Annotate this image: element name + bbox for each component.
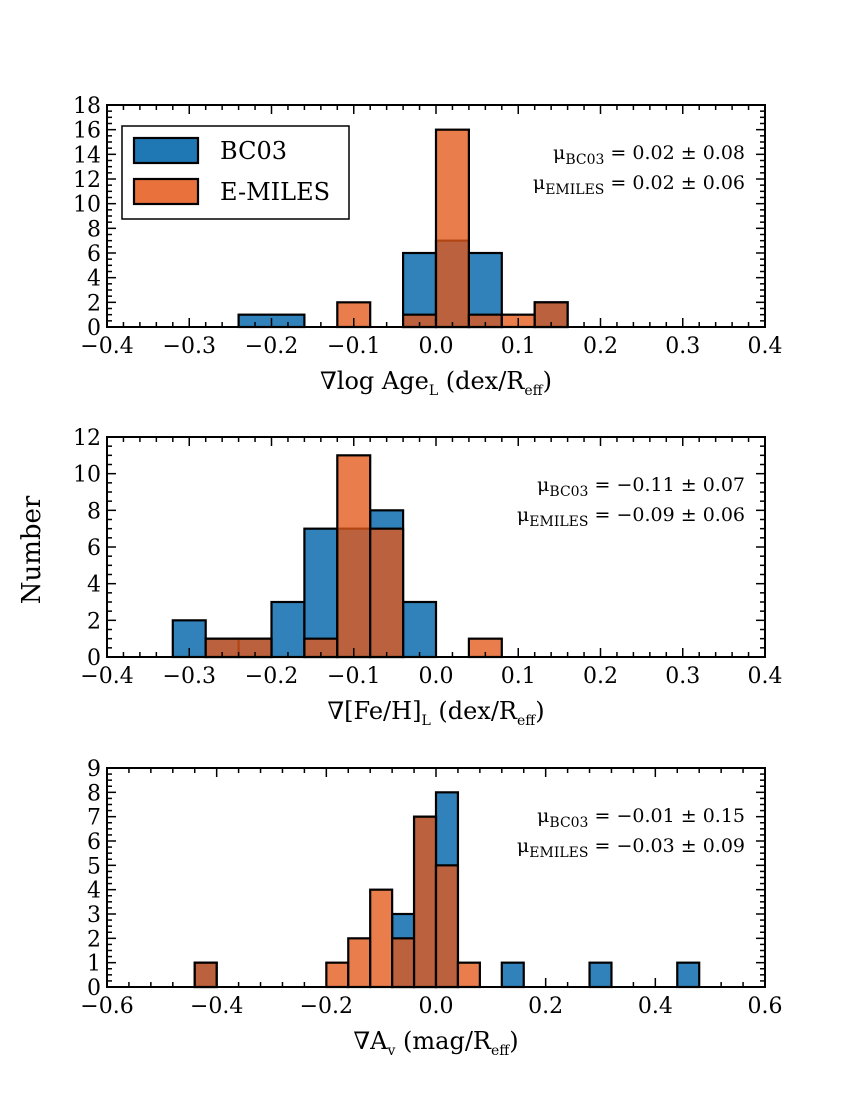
y-tick-label: 8 — [87, 217, 101, 242]
y-tick-label: 9 — [87, 757, 101, 782]
bar-emiles-1 — [325, 961, 350, 989]
y-tick-label: 14 — [73, 143, 101, 168]
bar-bc03-6 — [676, 961, 701, 989]
bar-emiles-5 — [412, 815, 438, 989]
bar-emiles-2 — [347, 937, 372, 989]
shared-y-axis-label: Number — [17, 495, 47, 604]
y-tick-label: 7 — [87, 806, 101, 831]
y-tick-label: 4 — [87, 267, 101, 292]
legend-swatch-bc03 — [132, 136, 200, 165]
x-tick-label: 0.4 — [638, 994, 673, 1019]
bar-emiles-7 — [456, 961, 481, 989]
x-tick-label: 0.1 — [501, 664, 536, 689]
x-tick-label: −0.4 — [80, 664, 133, 689]
x-tick-label: 0.0 — [419, 334, 454, 359]
y-tick-label: 16 — [73, 119, 101, 144]
panel-feh: −0.4 −0.3 −0.2 −0.1 0.0 0.1 0.2 0.3 0.4 0 2 4 6 8 10 12… — [73, 426, 783, 729]
x-axis-title: ∇Av (mag/Reff) — [353, 1027, 518, 1059]
x-tick-label: 0.2 — [583, 334, 618, 359]
stat-line-bc03: μBC03 = −0.01 ± 0.15 — [537, 805, 745, 831]
bar-emiles-4 — [391, 937, 416, 989]
x-tick-label: 0.6 — [748, 994, 783, 1019]
x-tick-label: −0.3 — [163, 334, 216, 359]
bar-emiles-2 — [434, 128, 471, 329]
bar-emiles-6 — [434, 864, 460, 989]
y-tick-label: 18 — [73, 94, 101, 119]
y-tick-label: 0 — [87, 646, 101, 671]
x-tick-label: −0.4 — [80, 334, 133, 359]
y-tick-label: 4 — [87, 879, 101, 904]
stat-line-emiles: μEMILES = −0.03 ± 0.09 — [517, 835, 745, 861]
x-tick-label: 0.0 — [419, 994, 454, 1019]
bar-bc03-4 — [303, 527, 339, 659]
y-tick-label: 1 — [87, 952, 101, 977]
x-tick-label: −0.1 — [327, 334, 380, 359]
x-tick-label: −0.1 — [327, 664, 380, 689]
panel-age: −0.4 −0.3 −0.2 −0.1 0.0 0.1 0.2 0.3 0.4 024681012… — [73, 94, 783, 399]
bar-emiles-2 — [336, 454, 372, 659]
legend-label-emiles: E-MILES — [220, 178, 330, 206]
y-tick-label: 3 — [87, 903, 101, 928]
y-tick-label: 10 — [73, 193, 101, 218]
y-tick-label: 12 — [73, 168, 101, 193]
legend: BC03 E-MILES — [121, 125, 350, 220]
x-tick-label: 0.4 — [748, 664, 783, 689]
bar-emiles-0 — [193, 961, 218, 989]
stat-line-emiles: μEMILES = −0.09 ± 0.06 — [517, 504, 745, 530]
bar-bc03-7 — [402, 600, 438, 659]
x-tick-label: −0.6 — [80, 994, 133, 1019]
legend-swatch-emiles — [132, 177, 200, 206]
x-axis-title: ∇log AgeL (dex/Reff) — [320, 367, 552, 399]
y-tick-label: 4 — [87, 573, 101, 598]
stat-line-bc03: μBC03 = −0.11 ± 0.07 — [537, 474, 745, 500]
x-tick-label: −0.3 — [163, 664, 216, 689]
stat-line-bc03: μBC03 = 0.02 ± 0.08 — [553, 142, 745, 168]
x-tick-label: 0.4 — [748, 334, 783, 359]
legend-label-bc03: BC03 — [220, 137, 287, 165]
y-tick-label: 6 — [87, 536, 101, 561]
x-tick-label: 0.2 — [528, 994, 563, 1019]
bar-bc03-3 — [270, 600, 306, 659]
y-tick-label: 0 — [87, 976, 101, 1001]
stat-line-emiles: μEMILES = 0.02 ± 0.06 — [533, 172, 745, 198]
x-tick-label: 0.1 — [501, 334, 536, 359]
x-tick-label: −0.2 — [300, 994, 353, 1019]
bar-bc03-5 — [588, 961, 613, 989]
bar-emiles-3 — [369, 888, 394, 989]
y-tick-label: 5 — [87, 854, 101, 879]
x-tick-label: −0.4 — [190, 994, 243, 1019]
y-tick-label: 10 — [73, 463, 101, 488]
x-tick-label: 0.2 — [583, 664, 618, 689]
bar-emiles-3 — [369, 527, 405, 659]
x-tick-label: −0.2 — [245, 334, 298, 359]
y-tick-label: 2 — [87, 609, 101, 634]
y-tick-label: 12 — [73, 426, 101, 451]
x-axis-title: ∇[Fe/H]L (dex/Reff) — [327, 697, 544, 729]
y-tick-label: 2 — [87, 927, 101, 952]
x-tick-label: 0.3 — [665, 334, 700, 359]
y-tick-label: 6 — [87, 242, 101, 267]
y-tick-label: 6 — [87, 830, 101, 855]
x-tick-label: −0.2 — [245, 664, 298, 689]
bar-bc03-4 — [500, 961, 525, 989]
y-tick-label: 8 — [87, 781, 101, 806]
y-tick-label: 0 — [87, 316, 101, 341]
x-tick-label: 0.0 — [419, 664, 454, 689]
x-tick-label: 0.3 — [665, 664, 700, 689]
y-tick-label: 8 — [87, 499, 101, 524]
y-tick-label: 2 — [87, 291, 101, 316]
